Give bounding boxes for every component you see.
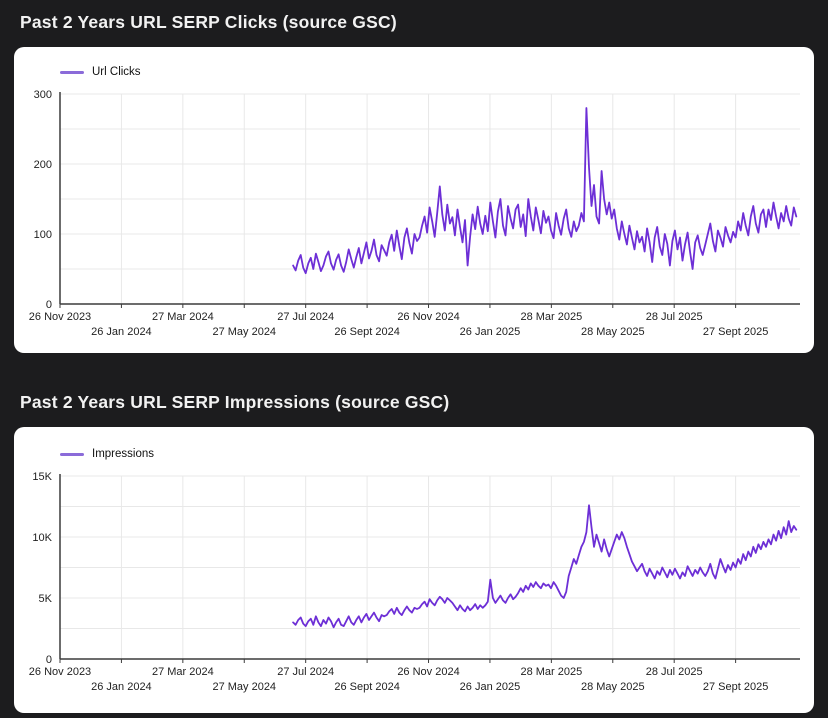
y-axis-label: 0	[46, 299, 52, 311]
x-axis-label: 27 Mar 2024	[152, 666, 214, 678]
legend-line-swatch	[60, 452, 84, 456]
x-axis-label: 26 Nov 2024	[397, 666, 459, 678]
clicks-chart-title: Past 2 Years URL SERP Clicks (source GSC…	[20, 12, 397, 32]
x-axis-label: 26 Jan 2024	[91, 326, 152, 338]
legend-label: Url Clicks	[92, 66, 141, 78]
y-axis-label: 0	[46, 654, 52, 666]
x-axis-label: 27 Jul 2024	[277, 311, 334, 323]
impressions-chart-section: Past 2 Years URL SERP Impressions (sourc…	[14, 353, 814, 713]
y-axis-label: 5K	[39, 593, 53, 605]
x-axis-label: 28 Mar 2025	[520, 666, 582, 678]
y-axis-label: 10K	[32, 532, 52, 544]
x-axis-label: 28 Mar 2025	[520, 311, 582, 323]
legend-line-swatch	[60, 70, 84, 74]
x-axis-label: 27 Jul 2024	[277, 666, 334, 678]
legend-label: Impressions	[92, 448, 154, 460]
x-axis-label: 27 Sept 2025	[703, 326, 768, 338]
x-axis-label: 28 May 2025	[581, 326, 645, 338]
y-axis-label: 300	[34, 89, 52, 101]
clicks-chart-section: Past 2 Years URL SERP Clicks (source GSC…	[14, 0, 814, 353]
x-axis-label: 26 Sept 2024	[334, 681, 399, 693]
x-axis-label: 26 Nov 2024	[397, 311, 459, 323]
y-axis-label: 200	[34, 159, 52, 171]
x-axis-label: 28 Jul 2025	[646, 666, 703, 678]
impressions-chart-card: Impressions 0 5K 10K 15K 26 Nov 2023 26 Jan 2…	[14, 427, 814, 713]
x-axis-label: 26 Jan 2025	[460, 681, 521, 693]
x-axis-label: 27 May 2024	[212, 326, 276, 338]
y-axis-label: 15K	[32, 471, 52, 483]
clicks-chart-card: Url Clicks 0 100 200 300 26 Nov 2023 26 Jan 2…	[14, 47, 814, 353]
impressions-chart-title: Past 2 Years URL SERP Impressions (sourc…	[20, 392, 450, 412]
clicks-legend: Url Clicks	[60, 66, 141, 78]
x-axis-label: 27 Mar 2024	[152, 311, 214, 323]
x-axis-label: 26 Nov 2023	[29, 666, 91, 678]
x-axis-label: 27 May 2024	[212, 681, 276, 693]
impressions-line	[292, 504, 798, 629]
x-axis-label: 26 Jan 2025	[460, 326, 521, 338]
x-axis-label: 28 May 2025	[581, 681, 645, 693]
impressions-legend: Impressions	[60, 448, 154, 460]
url-clicks-line	[292, 107, 798, 275]
x-axis-label: 28 Jul 2025	[646, 311, 703, 323]
y-axis-label: 100	[34, 229, 52, 241]
x-axis-label: 27 Sept 2025	[703, 681, 768, 693]
x-axis-label: 26 Nov 2023	[29, 311, 91, 323]
x-axis-label: 26 Sept 2024	[334, 326, 399, 338]
x-axis-label: 26 Jan 2024	[91, 681, 152, 693]
